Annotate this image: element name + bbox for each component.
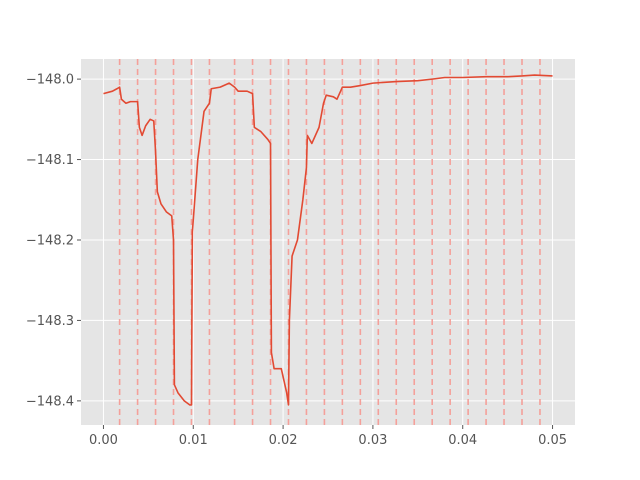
gridlines	[81, 59, 575, 425]
y-tick-label-3: −148.3	[26, 314, 74, 329]
plot-background	[81, 59, 575, 425]
y-tick-label-4: −148.4	[26, 394, 74, 409]
series-line-0	[103, 74, 553, 406]
x-tick-label-2: 0.02	[269, 433, 298, 448]
x-tick-label-3: 0.03	[358, 433, 387, 448]
x-tick-label-1: 0.01	[179, 433, 208, 448]
y-tick-label-0: −148.0	[26, 73, 74, 88]
series-layer	[103, 74, 553, 406]
x-tick-label-0: 0.00	[89, 433, 118, 448]
y-tick-label-2: −148.2	[26, 233, 74, 248]
y-axis-ticks: −148.0 −148.1 −148.2 −148.3 −148.4	[26, 73, 81, 409]
x-tick-label-4: 0.04	[448, 433, 477, 448]
x-axis-ticks: 0.00 0.01 0.02 0.03 0.04 0.05	[89, 425, 567, 448]
x-tick-label-5: 0.05	[538, 433, 567, 448]
y-tick-label-1: −148.1	[26, 153, 74, 168]
